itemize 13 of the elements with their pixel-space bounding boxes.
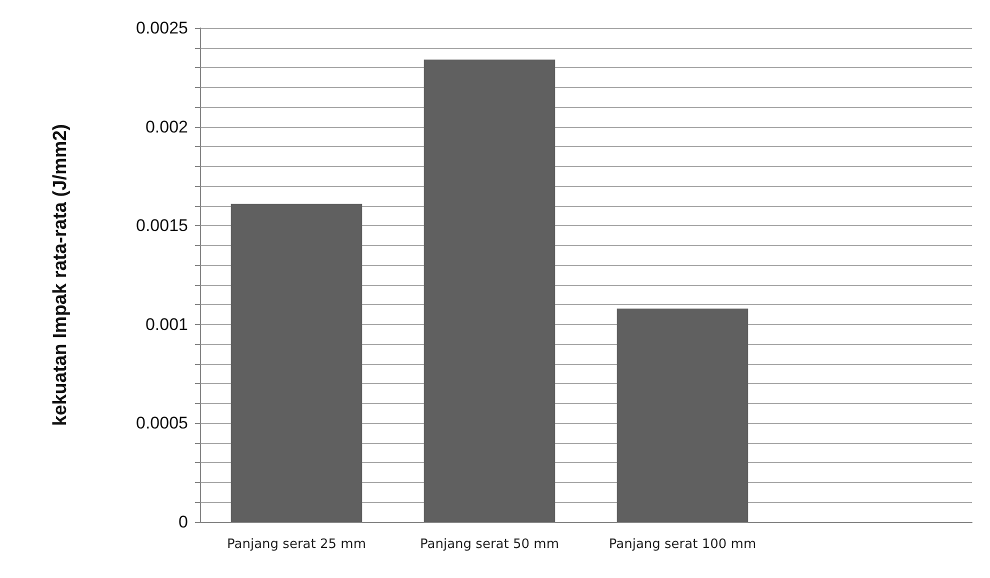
y-tick-label: 0.0015 <box>136 216 188 236</box>
bar <box>616 308 748 522</box>
y-tick-label: 0 <box>178 512 188 532</box>
x-tick-label: Panjang serat 50 mm <box>420 537 559 552</box>
bar <box>230 204 362 522</box>
y-tick-label: 0.001 <box>145 314 188 334</box>
y-tick-label: 0.0005 <box>136 414 188 433</box>
x-tick-label: Panjang serat 100 mm <box>608 537 756 552</box>
bar <box>424 60 556 522</box>
y-tick-label: 0.0025 <box>136 18 188 38</box>
y-axis-title: kekuatan Impak rata-rata (J/mm2) <box>50 124 71 426</box>
y-tick-label: 0.002 <box>145 117 188 136</box>
x-tick-label: Panjang serat 25 mm <box>227 537 366 552</box>
